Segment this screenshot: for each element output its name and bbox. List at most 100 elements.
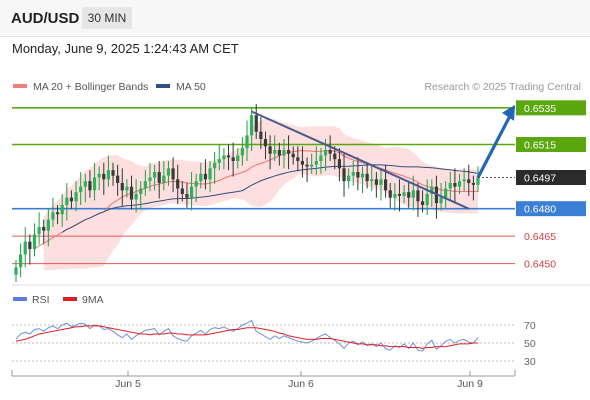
- legend-swatch: [13, 84, 27, 88]
- candle-body: [106, 170, 110, 180]
- candle-body: [291, 153, 295, 158]
- legend-label: MA 50: [176, 81, 206, 93]
- forecast-arrow-head: [502, 104, 515, 121]
- candle-body: [245, 135, 249, 149]
- candle-body: [356, 172, 360, 178]
- last-price-bg: [516, 170, 586, 185]
- rsi-tick-label: 50: [524, 338, 536, 350]
- candle-body: [333, 153, 337, 160]
- candle-body: [213, 162, 217, 169]
- candle-body: [407, 192, 411, 198]
- candle-body: [277, 150, 281, 156]
- level-label-support: 0.6465: [524, 231, 556, 243]
- x-tick-label: Jun 5: [115, 378, 141, 390]
- candle-body: [37, 227, 41, 235]
- symbol-label: AUD/USD: [11, 10, 80, 27]
- candle-body: [286, 150, 291, 154]
- candle-body: [236, 155, 240, 161]
- candle-body: [305, 164, 309, 167]
- candle-body: [116, 175, 120, 183]
- level-label-resistance: 0.6515: [524, 140, 556, 152]
- candle-body: [92, 177, 97, 191]
- candle-body: [388, 190, 392, 198]
- candle-body: [55, 212, 60, 215]
- bollinger-band-area: [43, 118, 478, 271]
- candle-body: [217, 159, 221, 163]
- candle-body: [250, 115, 254, 136]
- last-price-label: 0.6497: [524, 173, 556, 185]
- candle-body: [268, 146, 272, 154]
- candle-body: [420, 201, 425, 205]
- timeframe-badge[interactable]: 30 MIN: [82, 7, 132, 29]
- candle-body: [384, 179, 388, 191]
- candle-body: [462, 179, 466, 182]
- candle-body: [88, 181, 92, 191]
- rsi-ma9-line: [15, 325, 478, 349]
- candle-body: [439, 197, 443, 204]
- candle-body: [143, 181, 147, 189]
- candle-body: [203, 173, 208, 180]
- candle-body: [111, 170, 115, 176]
- candle-body: [397, 194, 402, 196]
- candle-body: [65, 197, 69, 205]
- candle-body: [323, 150, 328, 156]
- candle-body: [444, 188, 448, 198]
- candle-body: [129, 186, 134, 200]
- candle-body: [411, 190, 415, 198]
- legend-swatch: [156, 84, 170, 88]
- candle-body: [254, 115, 258, 132]
- candle-body: [314, 161, 318, 165]
- rsi-tick-label: 30: [524, 356, 536, 368]
- candle-body: [273, 150, 277, 154]
- candle-body: [32, 234, 37, 249]
- candle-body: [379, 179, 383, 185]
- candle-body: [476, 177, 480, 185]
- candle-body: [370, 179, 374, 182]
- candle-body: [97, 173, 101, 178]
- candle-body: [19, 254, 23, 268]
- candle-body: [120, 183, 124, 191]
- ma20-line: [34, 150, 479, 250]
- rsi-legend-label: 9MA: [82, 294, 104, 306]
- level-label-bg: [516, 100, 586, 116]
- candle-body: [416, 190, 420, 202]
- candle-body: [180, 188, 184, 194]
- candle-body: [430, 186, 434, 194]
- forecast-arrow-shaft: [476, 115, 512, 179]
- candle-body: [28, 241, 32, 249]
- candle-body: [125, 186, 129, 191]
- candle-body: [185, 194, 189, 198]
- candle-body: [300, 161, 305, 165]
- candle-body: [342, 168, 346, 182]
- candle-body: [176, 179, 180, 189]
- legend-label: MA 20 + Bollinger Bands: [33, 81, 148, 93]
- candle-body: [425, 194, 429, 205]
- chart-header: AUD/USD 30 MIN: [0, 0, 590, 37]
- candle-body: [60, 205, 64, 215]
- candle-body: [14, 267, 18, 275]
- candle-body: [139, 188, 143, 194]
- candle-body: [328, 150, 332, 154]
- candle-body: [231, 157, 235, 161]
- candle-body: [166, 168, 171, 176]
- rsi-legend-label: RSI: [32, 294, 50, 306]
- candle-body: [457, 181, 462, 187]
- candle-body: [296, 157, 300, 161]
- candle-body: [46, 219, 50, 231]
- level-label-resistance: 0.6535: [524, 103, 556, 115]
- candle-body: [310, 164, 314, 167]
- candle-body: [208, 168, 212, 180]
- candle-body: [134, 194, 138, 200]
- candle-body: [347, 175, 351, 182]
- candle-body: [194, 181, 198, 187]
- candle-body: [263, 139, 268, 147]
- candle-body: [402, 192, 406, 196]
- candle-body: [226, 155, 231, 158]
- rsi-legend-swatch: [13, 297, 27, 301]
- candle-body: [448, 183, 452, 189]
- candle-body: [153, 172, 157, 178]
- candle-body: [351, 172, 355, 176]
- candle-body: [51, 212, 55, 220]
- candle-body: [240, 148, 244, 156]
- candle-body: [282, 150, 286, 156]
